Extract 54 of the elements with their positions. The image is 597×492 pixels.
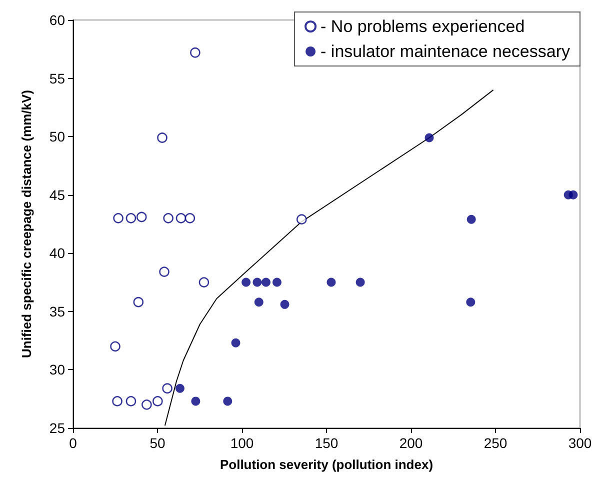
point <box>110 341 120 352</box>
y-tick-label: 35 <box>49 303 66 320</box>
point <box>356 278 365 287</box>
point <box>190 47 200 58</box>
x-axis-title: Pollution severity (pollution index) <box>220 457 434 472</box>
point <box>113 213 124 224</box>
y-tick-label: 25 <box>49 420 66 436</box>
point <box>242 278 251 287</box>
point <box>175 384 184 393</box>
point <box>176 213 186 224</box>
point <box>152 396 163 406</box>
line-series <box>164 89 494 426</box>
point <box>142 400 152 410</box>
x-tick-label: 150 <box>314 435 338 451</box>
y-tick-label: 40 <box>49 245 66 262</box>
x-tick-label: 300 <box>568 435 592 451</box>
point <box>262 278 270 287</box>
point <box>466 298 476 307</box>
x-tick-label: 100 <box>230 435 254 451</box>
point <box>568 190 578 200</box>
y-tick-label: 30 <box>49 362 66 378</box>
point <box>126 396 136 406</box>
point <box>252 278 262 287</box>
point <box>157 132 168 143</box>
y-tick-label: 50 <box>49 128 66 145</box>
point <box>296 214 307 224</box>
x-tick-label: 0 <box>69 435 78 451</box>
point <box>280 300 290 309</box>
point <box>191 396 200 406</box>
y-tick-label: 45 <box>49 186 66 203</box>
point <box>231 338 240 348</box>
point <box>163 213 174 224</box>
point <box>112 396 122 406</box>
x-tick-label: 200 <box>399 435 423 451</box>
point <box>126 213 136 224</box>
point <box>326 278 336 287</box>
point <box>223 396 232 406</box>
point <box>159 266 170 277</box>
y-axis-title: Unified specific creepage distance (mm/kV) <box>19 90 34 358</box>
point <box>162 383 172 394</box>
point <box>198 277 210 288</box>
x-tick-label: 50 <box>150 435 166 451</box>
point <box>272 278 282 287</box>
legend-label: - No problems experienced <box>320 17 525 36</box>
point <box>254 298 264 307</box>
point <box>184 213 196 224</box>
point <box>466 214 476 224</box>
point <box>136 212 147 222</box>
y-tick-label: 60 <box>49 12 66 28</box>
point <box>424 133 434 142</box>
y-tick-label: 55 <box>49 70 66 86</box>
point <box>133 296 144 308</box>
x-tick-label: 250 <box>484 435 508 451</box>
legend-label: - insulator maintenace necessary <box>320 42 570 61</box>
